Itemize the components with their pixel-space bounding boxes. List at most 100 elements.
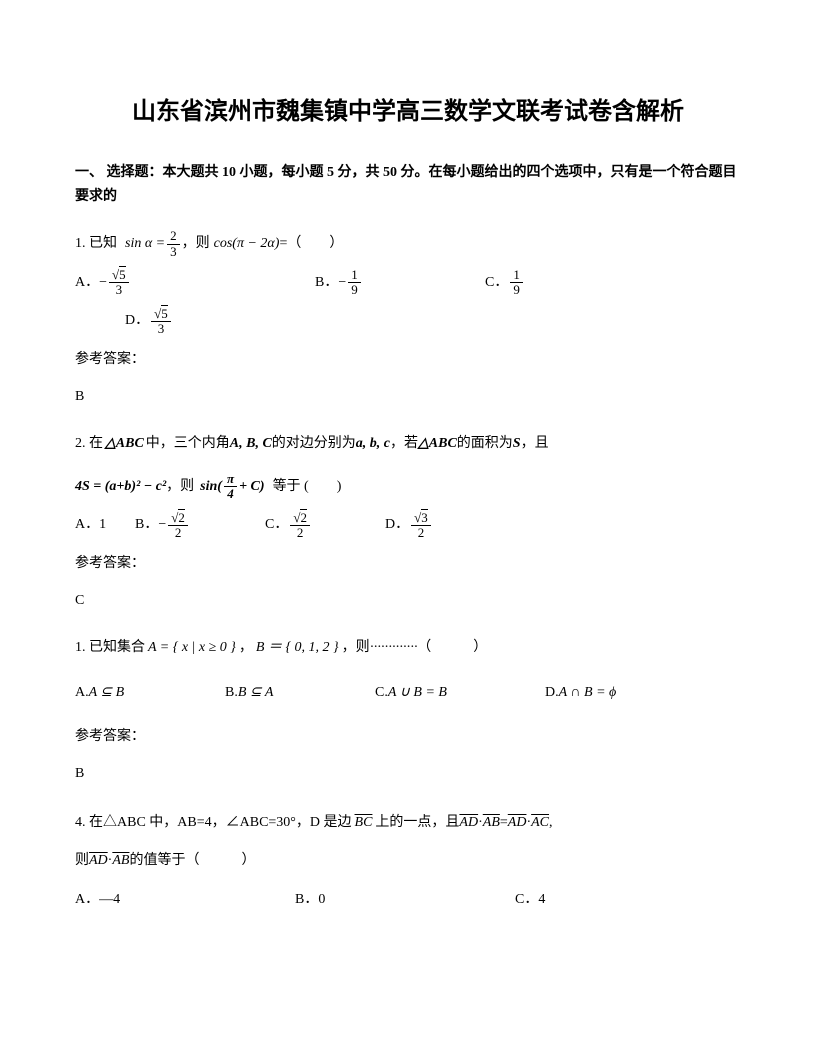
option-label: A． <box>75 268 99 299</box>
vector-ad: AD <box>459 806 478 840</box>
q2-prefix: 2. 在 <box>75 429 103 460</box>
q2-formula: 4S = (a+b)² − c² <box>75 472 166 503</box>
q1-cos: cos(π − 2α) <box>214 229 280 260</box>
option-label: C．4 <box>515 885 545 916</box>
q3-option-a: A. A ⊆ B <box>75 678 225 709</box>
frac-den: 2 <box>294 526 307 540</box>
q1-frac: 2 3 <box>167 229 180 259</box>
q4-option-a: A．—4 <box>75 885 295 916</box>
text: 中，三个内角 <box>146 429 230 460</box>
q1-option-d: D． √5 3 <box>125 306 173 337</box>
frac-num: √3 <box>411 511 431 526</box>
q2-sin-suffix: + C) <box>239 472 264 503</box>
q1-suffix: =（ ） <box>279 229 343 260</box>
q1-option-b: B． − 1 9 <box>315 268 485 299</box>
q2-s: S <box>513 429 521 460</box>
frac: √3 2 <box>411 511 431 541</box>
frac: √5 3 <box>109 268 129 298</box>
option-value: A ∪ B = B <box>388 678 447 709</box>
neg-sign: − <box>338 268 346 299</box>
q2-sides: a, b, c <box>356 429 390 460</box>
q1-sin: sin α = <box>125 229 165 260</box>
vector-ad: AD <box>89 844 108 878</box>
vector-ad: AD <box>508 806 527 840</box>
text: 的面积为 <box>457 429 513 460</box>
frac-den: 4 <box>224 487 237 501</box>
q3-set-b: B ＝ { 0, 1, 2 } <box>256 633 339 664</box>
option-label: A．1 <box>75 510 106 541</box>
q1-answer-label: 参考答案： <box>75 345 741 376</box>
neg-sign: − <box>158 510 166 541</box>
q1-option-c: C． 1 9 <box>485 268 525 299</box>
frac-num: 2 <box>167 229 180 244</box>
option-label: D． <box>125 306 149 337</box>
vector-ab: AB <box>112 844 129 878</box>
q2-option-b: B． − √2 2 <box>135 510 265 541</box>
neg-sign: − <box>99 268 107 299</box>
option-label: D. <box>545 678 559 709</box>
q4-option-c: C．4 <box>515 885 545 916</box>
q3-prefix: 1. 已知集合 <box>75 633 145 664</box>
frac-den: 3 <box>167 245 180 259</box>
q1-answer: B <box>75 382 741 413</box>
frac-num: √2 <box>290 511 310 526</box>
option-label: C． <box>485 268 508 299</box>
q2-option-d: D． √3 2 <box>385 510 433 541</box>
option-label: D． <box>385 510 409 541</box>
q2-angles: A, B, C <box>230 429 272 460</box>
frac: 1 9 <box>348 268 361 298</box>
q4-prefix: 4. 在△ABC 中，AB=4，∠ABC=30°，D 是边 <box>75 806 352 840</box>
q2-abc2: △ABC <box>418 429 457 460</box>
q4-option-b: B．0 <box>295 885 515 916</box>
option-label: A. <box>75 678 89 709</box>
q1-prefix: 1. 已知 <box>75 229 117 260</box>
text: 的值等于（ ） <box>129 844 255 878</box>
option-label: A．—4 <box>75 885 120 916</box>
q2-option-c: C． √2 2 <box>265 510 385 541</box>
frac: π 4 <box>224 472 237 502</box>
q2-option-a: A．1 <box>75 510 135 541</box>
text: 的对边分别为 <box>272 429 356 460</box>
frac-num: π <box>224 472 237 487</box>
q2-answer: C <box>75 586 741 617</box>
section-header: 一、 选择题：本大题共 10 小题，每小题 5 分，共 50 分。在每小题给出的… <box>75 161 741 209</box>
q2-abc: △ABC <box>105 429 144 460</box>
question-3: 1. 已知集合 A = { x | x ≥ 0 } ， B ＝ { 0, 1, … <box>75 633 741 790</box>
eq: = <box>500 806 508 840</box>
q3-answer: B <box>75 759 741 790</box>
text: ， <box>239 633 253 664</box>
question-1: 1. 已知 sin α = 2 3 ，则 cos(π − 2α) =（ ） A．… <box>75 229 741 413</box>
page-title: 山东省滨州市魏集镇中学高三数学文联考试卷含解析 <box>75 90 741 133</box>
q3-option-d: D. A ∩ B = ϕ <box>545 678 616 709</box>
frac-num: √5 <box>151 307 171 322</box>
frac-num: 1 <box>348 268 361 283</box>
frac: √2 2 <box>290 511 310 541</box>
question-4: 4. 在△ABC 中，AB=4，∠ABC=30°，D 是边 BC 上的一点，且 … <box>75 806 741 916</box>
text: （ ） <box>417 633 487 664</box>
option-label: B．0 <box>295 885 325 916</box>
option-label: B. <box>225 678 238 709</box>
frac-den: 9 <box>510 283 523 297</box>
frac: √2 2 <box>168 511 188 541</box>
vector-ac: AC <box>531 806 549 840</box>
q2-sin: sin( <box>200 472 222 503</box>
q2-answer-label: 参考答案： <box>75 549 741 580</box>
frac-den: 9 <box>348 283 361 297</box>
text: ，则 <box>342 633 370 664</box>
text: 上的一点，且 <box>375 806 459 840</box>
q1-option-a: A． − √5 3 <box>75 268 315 299</box>
q4-bc: BC <box>355 806 373 840</box>
dots: ············· <box>370 633 418 664</box>
text: ，且 <box>521 429 549 460</box>
frac-den: 2 <box>172 526 185 540</box>
option-label: B． <box>135 510 158 541</box>
frac-den: 2 <box>415 526 428 540</box>
vector-ab: AB <box>483 806 500 840</box>
frac-den: 3 <box>155 322 168 336</box>
option-label: C． <box>265 510 288 541</box>
frac-den: 3 <box>113 283 126 297</box>
frac-num: 1 <box>510 268 523 283</box>
text: , <box>549 806 553 840</box>
text: ，则 <box>166 472 194 503</box>
text: 等于 ( ) <box>273 472 342 503</box>
